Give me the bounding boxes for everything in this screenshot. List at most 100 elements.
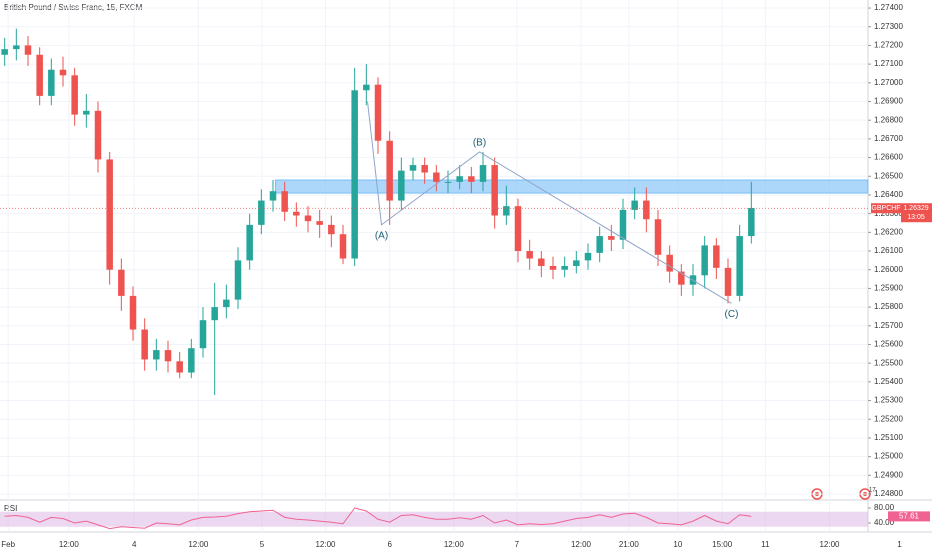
candle-body — [188, 348, 195, 373]
candle-body — [118, 269, 125, 296]
rsi-line — [4, 507, 752, 530]
x-tick-label: 12:00 — [819, 540, 840, 549]
y-tick-label: 1.25100 — [874, 433, 903, 442]
candle-body — [736, 236, 743, 296]
x-tick-label: 21:00 — [619, 540, 640, 549]
event-badge: 17 — [869, 488, 876, 494]
candle-body — [328, 224, 335, 235]
candle-body — [281, 191, 288, 212]
x-tick-label: 10 — [673, 540, 682, 549]
candle-body — [1, 49, 8, 55]
y-tick-label: 80.00 — [874, 503, 895, 512]
candle-body — [584, 252, 592, 261]
candle-body — [468, 176, 475, 182]
candle-body — [456, 176, 463, 182]
candle-body — [176, 361, 183, 373]
x-tick-label: 12:00 — [444, 540, 465, 549]
y-tick-label: 40.00 — [874, 518, 895, 527]
wave-label: (A) — [375, 231, 388, 242]
candle-body — [386, 140, 393, 201]
candle-body — [561, 265, 568, 270]
y-tick-label: 1.27300 — [874, 22, 903, 31]
symbol-box — [871, 203, 901, 214]
candle-body — [48, 69, 55, 96]
candle-body — [363, 84, 370, 91]
y-tick-label: 1.26500 — [874, 171, 903, 180]
y-tick-label: 1.26300 — [874, 209, 903, 218]
candle-body — [631, 200, 638, 210]
resistance-zone — [274, 179, 869, 194]
candle-body — [304, 215, 312, 222]
candle-body — [211, 307, 218, 321]
x-tick-label: 5 — [260, 540, 265, 549]
y-tick-label: 1.26600 — [874, 153, 903, 162]
y-tick-label: 1.24900 — [874, 470, 903, 479]
candle-body — [549, 265, 557, 270]
symbol-label: GBPCHF — [871, 205, 900, 212]
x-tick-label: 1 — [897, 540, 902, 549]
candle-body — [234, 260, 242, 300]
candle-body — [538, 258, 545, 266]
candle-body — [398, 170, 405, 201]
y-tick-label: 1.27400 — [874, 3, 903, 12]
candle-body — [246, 224, 253, 261]
candle-body — [13, 45, 20, 50]
wave-label: (C) — [725, 309, 739, 320]
wave-label: (B) — [473, 138, 486, 149]
y-tick-label: 1.24800 — [874, 489, 903, 498]
x-tick-label: 7 — [515, 540, 520, 549]
candle-body — [479, 165, 487, 182]
y-tick-label: 1.26200 — [874, 227, 903, 236]
candle-body — [258, 200, 265, 225]
y-tick-label: 1.25600 — [874, 340, 903, 349]
candle-body — [141, 329, 148, 360]
x-tick-label: 12:00 — [188, 540, 209, 549]
y-tick-label: 1.26900 — [874, 97, 903, 106]
y-tick-label: 1.25000 — [874, 452, 903, 461]
candle-body — [164, 350, 172, 362]
x-tick-label: 6 — [387, 540, 392, 549]
x-tick-label: Feb — [1, 540, 15, 549]
candle-body — [701, 245, 708, 276]
x-tick-label: 11 — [761, 540, 770, 549]
candle-body — [71, 75, 78, 115]
candle-body — [713, 245, 720, 268]
x-tick-label: 4 — [132, 540, 137, 549]
y-tick-label: 1.25200 — [874, 414, 903, 423]
y-tick-label: 1.25700 — [874, 321, 903, 330]
candle-body — [619, 209, 627, 240]
candle-body — [351, 90, 358, 259]
candle-body — [59, 69, 67, 76]
candle-body — [678, 271, 685, 285]
y-tick-label: 1.25300 — [874, 396, 903, 405]
candle-body — [596, 236, 603, 253]
candle-body — [316, 221, 323, 225]
x-tick-label: 12:00 — [315, 540, 336, 549]
y-tick-label: 1.26700 — [874, 134, 903, 143]
y-tick-label: 1.25400 — [874, 377, 903, 386]
candle-body — [339, 234, 347, 259]
y-tick-label: 1.25500 — [874, 358, 903, 367]
candle-body — [129, 295, 137, 330]
x-tick-label: 12:00 — [571, 540, 592, 549]
candle-body — [654, 219, 662, 255]
candle-body — [748, 208, 755, 237]
candle-body — [223, 299, 230, 308]
y-tick-label: 1.25800 — [874, 302, 903, 311]
candle-body — [666, 254, 673, 272]
candle-body — [409, 165, 417, 171]
x-tick-label: 12:00 — [59, 540, 80, 549]
y-tick-label: 1.27000 — [874, 78, 903, 87]
x-tick-label: 15:00 — [712, 540, 733, 549]
candle-body — [491, 165, 498, 216]
y-tick-label: 1.27200 — [874, 41, 903, 50]
candle-body — [573, 260, 580, 266]
candle-body — [503, 206, 510, 216]
y-tick-label: 1.25900 — [874, 284, 903, 293]
candle-body — [269, 191, 277, 201]
candle-body — [153, 350, 160, 360]
wave-line — [367, 101, 732, 304]
grid — [0, 0, 868, 532]
